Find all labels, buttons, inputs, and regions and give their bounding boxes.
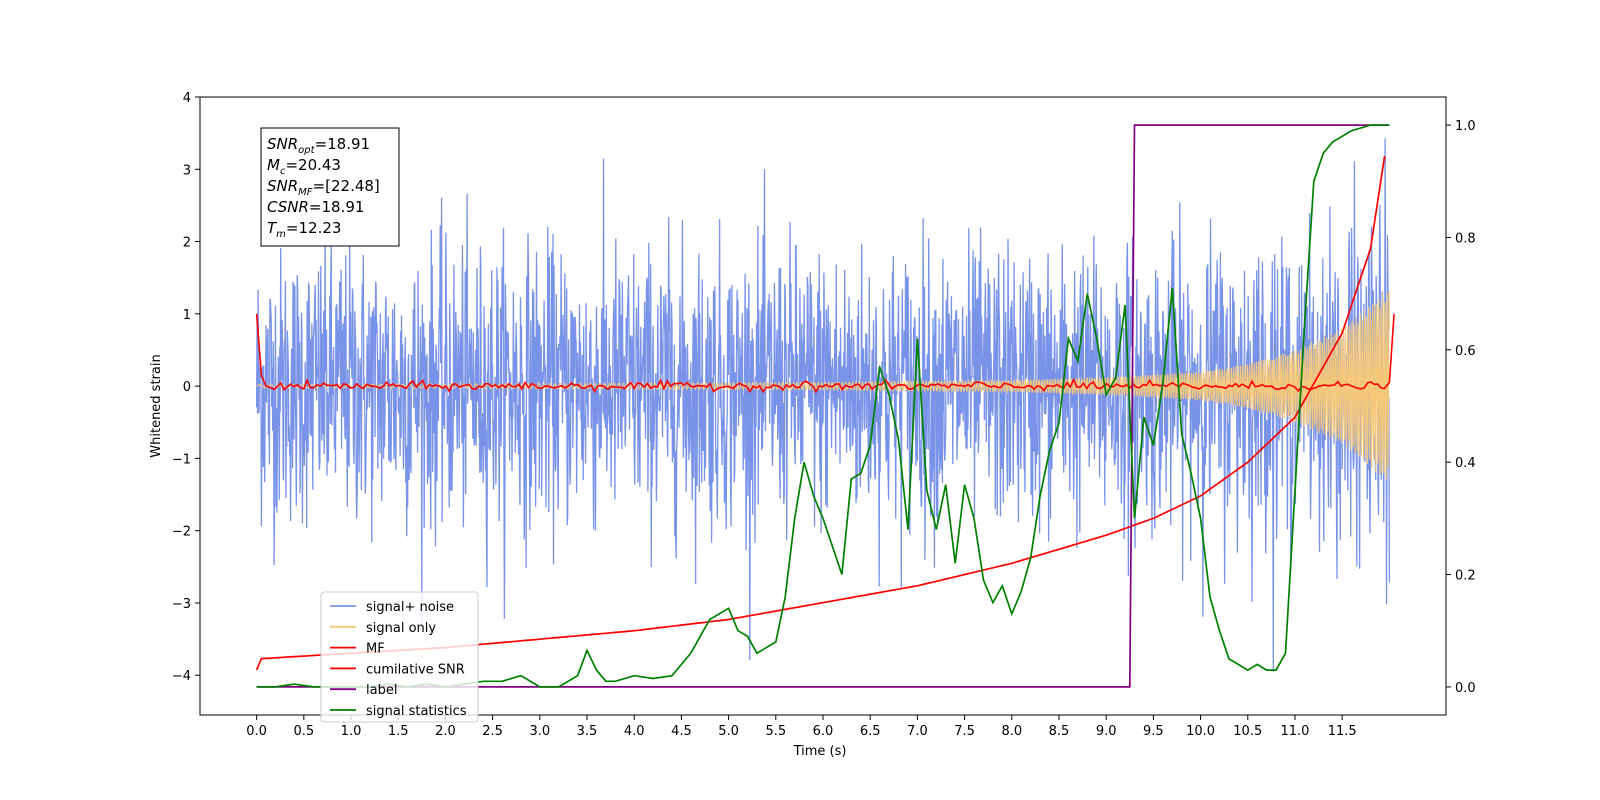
x-tick-label: 0.5 [293, 724, 314, 739]
label-line [256, 124, 1390, 688]
signal-only-series [256, 291, 1390, 481]
y2-tick-label: 0.8 [1455, 231, 1476, 246]
x-tick-label: 0.0 [246, 724, 267, 739]
y2-tick-label: 0.6 [1455, 344, 1476, 359]
annotation-snr-opt: SNRopt=18.91 [267, 135, 370, 156]
x-tick-label: 7.0 [907, 724, 928, 739]
y-tick-label: 0 [183, 380, 191, 395]
legend-entry-label: signal+ noise [366, 600, 454, 615]
y-tick-label: −2 [172, 525, 191, 540]
x-axis-label: Time (s) [793, 744, 847, 759]
x-tick-label: 5.0 [718, 724, 739, 739]
annotation-snr-mf: SNRMF=[22.48] [267, 177, 380, 198]
x-tick-label: 1.0 [341, 724, 362, 739]
y-tick-label: −3 [172, 597, 191, 612]
x-tick-label: 3.0 [529, 724, 550, 739]
legend-entry-label: MF [366, 642, 385, 657]
mf-line [255, 313, 1395, 394]
y-tick-label: 4 [183, 91, 191, 106]
y-tick-label: 1 [183, 308, 191, 323]
annotation-tm: Tm=12.23 [267, 219, 341, 240]
legend-entry-label: signal only [366, 621, 436, 636]
signal-only-line [256, 291, 1390, 481]
x-tick-label: 8.0 [1001, 724, 1022, 739]
x-tick-label: 4.0 [624, 724, 645, 739]
x-tick-label: 2.5 [482, 724, 503, 739]
x-tick-label: 2.0 [435, 724, 456, 739]
x-tick-label: 8.5 [1049, 724, 1070, 739]
y-tick-label: 2 [183, 236, 191, 251]
y2-tick-label: 0.2 [1455, 569, 1476, 584]
y-axis-label: Whitened strain [149, 354, 164, 457]
signal-noise-line [255, 138, 1391, 672]
x-tick-label: 9.0 [1096, 724, 1117, 739]
annotation-box: SNRopt=18.91 Mc=20.43 SNRMF=[22.48] CSNR… [260, 127, 400, 247]
x-tick-label: 10.5 [1233, 724, 1262, 739]
legend-entry-label: signal statistics [366, 704, 467, 719]
legend-entry-label: label [366, 683, 397, 698]
y-tick-label: −4 [172, 669, 191, 684]
y-tick-label: 3 [183, 163, 191, 178]
y2-tick-label: 1.0 [1455, 119, 1476, 134]
legend-entry-label: cumilative SNR [366, 662, 465, 677]
x-tick-label: 9.5 [1143, 724, 1164, 739]
x-tick-label: 11.5 [1328, 724, 1357, 739]
x-tick-label: 5.5 [765, 724, 786, 739]
annotation-mc: Mc=20.43 [267, 156, 341, 177]
x-tick-label: 3.5 [577, 724, 598, 739]
x-tick-label: 10.0 [1186, 724, 1215, 739]
x-tick-label: 1.5 [388, 724, 409, 739]
annotation-csnr: CSNR=18.91 [267, 198, 364, 216]
signal-statistics-line [256, 124, 1390, 688]
x-tick-label: 7.5 [954, 724, 975, 739]
legend: signal+ noise signal only MF cumilative SNR… [320, 591, 479, 723]
x-tick-label: 4.5 [671, 724, 692, 739]
x-tick-label: 6.0 [813, 724, 834, 739]
y2-tick-label: 0.4 [1455, 456, 1476, 471]
signal-noise-series [255, 138, 1391, 672]
x-tick-label: 11.0 [1280, 724, 1309, 739]
x-tick-label: 6.5 [860, 724, 881, 739]
y-tick-label: −1 [172, 452, 191, 467]
y2-tick-label: 0.0 [1455, 681, 1476, 696]
